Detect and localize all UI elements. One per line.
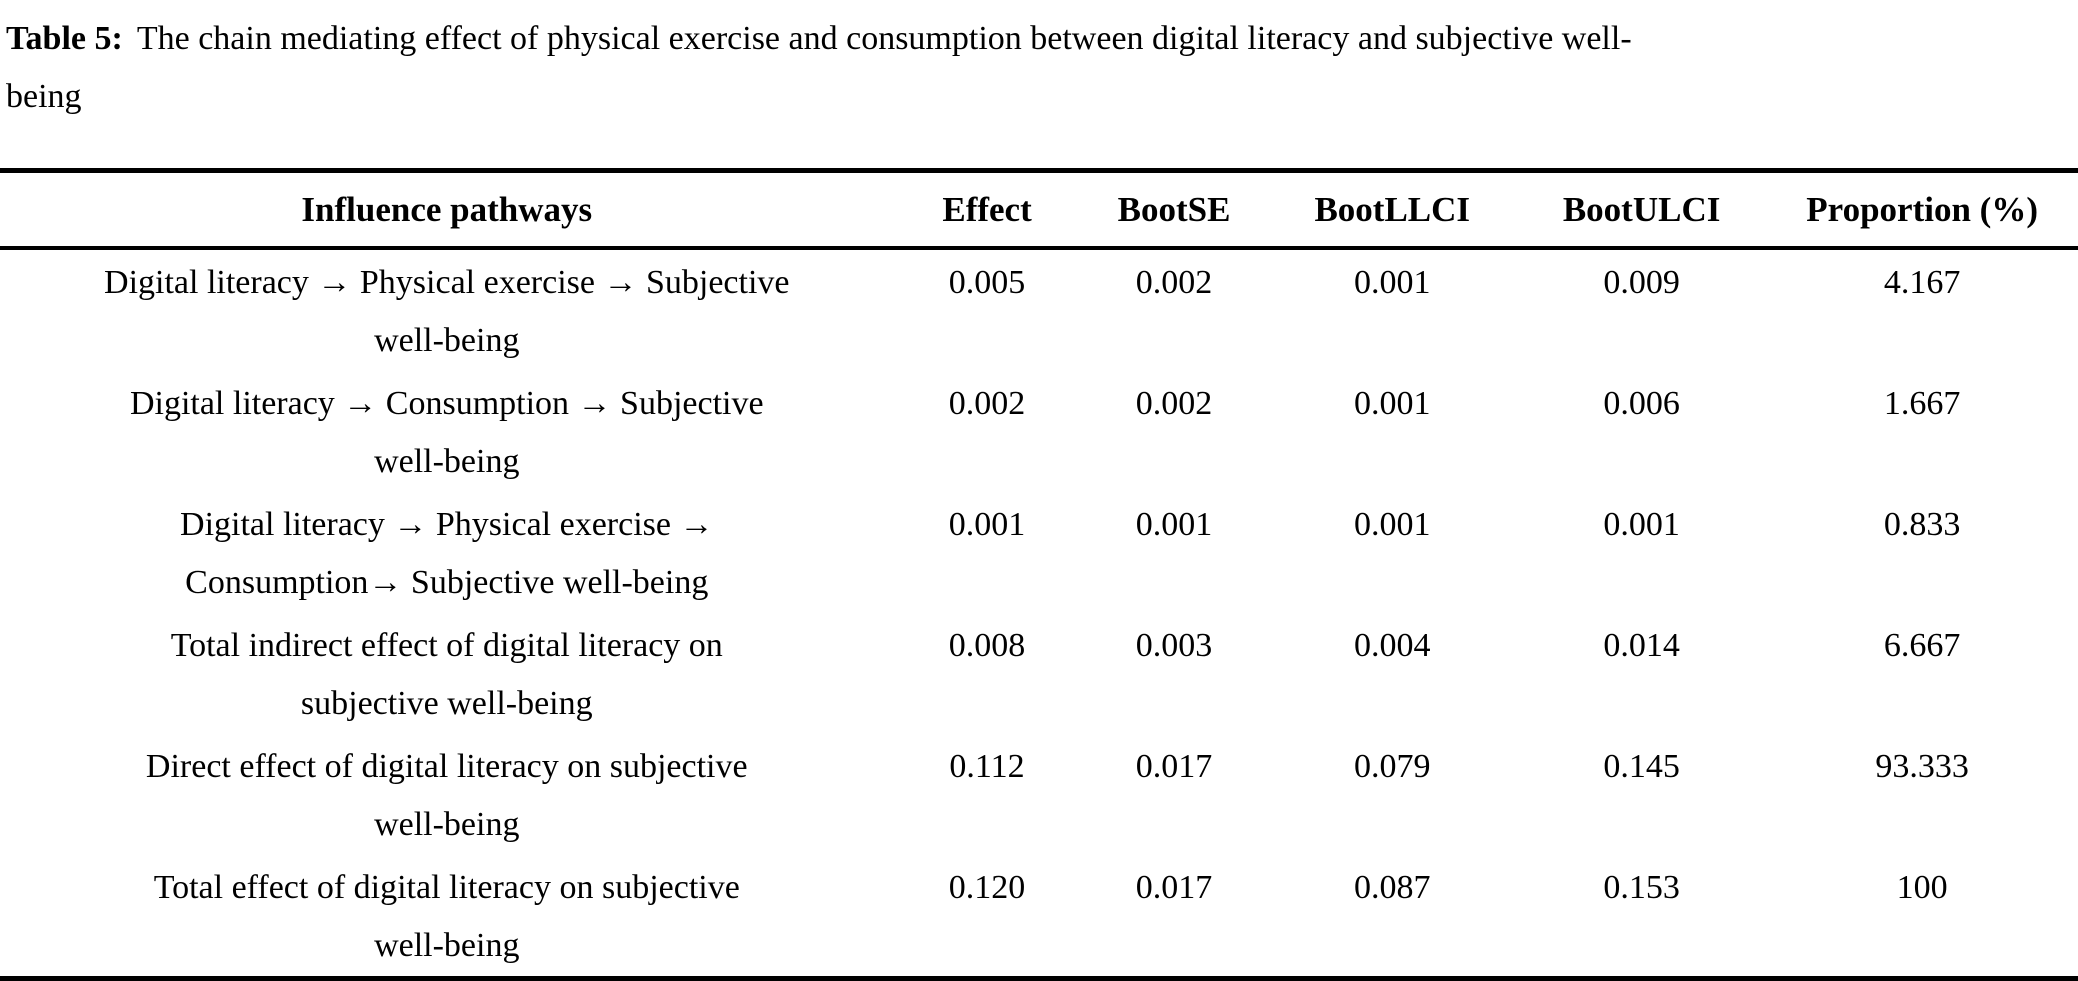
proportion-cell: 93.333 xyxy=(1875,748,1969,785)
pathway-line2: well-being xyxy=(374,806,520,843)
header-bootse: BootSE xyxy=(1080,170,1268,250)
pathway-line1: Total indirect effect of digital literac… xyxy=(170,627,723,664)
bootse-cell: 0.002 xyxy=(1135,385,1213,422)
bootulci-cell: 0.001 xyxy=(1603,506,1680,543)
bootulci-cell: 0.014 xyxy=(1603,627,1680,664)
pathway-line2: well-being xyxy=(374,322,520,359)
pathway-cell: Total effect of digital literacy on subj… xyxy=(0,855,894,979)
header-proportion: Proportion (%) xyxy=(1766,170,2078,250)
table-row: Digital literacy → Physical exercise → S… xyxy=(0,248,2078,371)
bootse-cell: 0.001 xyxy=(1135,506,1213,543)
bootulci-cell: 0.153 xyxy=(1603,869,1680,906)
bootse-cell: 0.002 xyxy=(1135,264,1213,301)
header-bootulci: BootULCI xyxy=(1516,170,1767,250)
results-table: Influence pathways Effect BootSE BootLLC… xyxy=(0,168,2078,981)
bootse-cell: 0.003 xyxy=(1135,627,1213,664)
pathway-cell: Digital literacy → Physical exercise → Co… xyxy=(0,492,894,613)
pathway-cell: Direct effect of digital literacy on sub… xyxy=(0,734,894,855)
pathway-cell: Digital literacy → Physical exercise → S… xyxy=(0,248,894,371)
table-row: Total indirect effect of digital literac… xyxy=(0,613,2078,734)
effect-cell: 0.120 xyxy=(948,869,1026,906)
bootulci-cell: 0.006 xyxy=(1603,385,1680,422)
header-effect: Effect xyxy=(893,170,1081,250)
pathway-line2: well-being xyxy=(374,443,520,480)
bootllci-cell: 0.079 xyxy=(1353,748,1431,785)
table-body: Digital literacy → Physical exercise → S… xyxy=(0,248,2078,979)
table-caption-text-line2: being xyxy=(6,78,82,115)
effect-cell: 0.002 xyxy=(948,385,1026,422)
pathway-line1: Digital literacy → Consumption → Subject… xyxy=(129,385,764,422)
bootllci-cell: 0.087 xyxy=(1353,869,1431,906)
bootse-cell: 0.017 xyxy=(1135,869,1213,906)
table-caption-text-line1: The chain mediating effect of physical e… xyxy=(136,20,1632,57)
effect-cell: 0.001 xyxy=(948,506,1026,543)
pathway-line1: Direct effect of digital literacy on sub… xyxy=(145,748,748,785)
effect-cell: 0.005 xyxy=(948,264,1026,301)
pathway-line2: Consumption→ Subjective well-being xyxy=(185,564,709,601)
pathway-cell: Digital literacy → Consumption → Subject… xyxy=(0,371,894,492)
table-caption: Table 5: The chain mediating effect of ph… xyxy=(0,0,2078,126)
pathway-line1: Total effect of digital literacy on subj… xyxy=(153,869,740,906)
pathway-line2: well-being xyxy=(374,927,520,964)
bootulci-cell: 0.145 xyxy=(1603,748,1680,785)
table-row: Digital literacy → Physical exercise → Co… xyxy=(0,492,2078,613)
proportion-cell: 0.833 xyxy=(1883,506,1961,543)
header-influence-pathways: Influence pathways xyxy=(0,170,894,250)
effect-cell: 0.112 xyxy=(949,748,1025,785)
table-row: Direct effect of digital literacy on sub… xyxy=(0,734,2078,855)
table-header: Influence pathways Effect BootSE BootLLC… xyxy=(0,170,2078,250)
bootulci-cell: 0.009 xyxy=(1603,264,1680,301)
bootllci-cell: 0.004 xyxy=(1353,627,1431,664)
bootllci-cell: 0.001 xyxy=(1353,506,1431,543)
bootse-cell: 0.017 xyxy=(1135,748,1213,785)
header-bootllci: BootLLCI xyxy=(1267,170,1517,250)
proportion-cell: 100 xyxy=(1896,869,1948,906)
table-row: Total effect of digital literacy on subj… xyxy=(0,855,2078,979)
pathway-line1: Digital literacy → Physical exercise → S… xyxy=(104,264,790,301)
proportion-cell: 1.667 xyxy=(1883,385,1961,422)
header-row: Influence pathways Effect BootSE BootLLC… xyxy=(0,170,2078,250)
pathway-line1: Digital literacy → Physical exercise → xyxy=(180,506,714,543)
pathway-cell: Total indirect effect of digital literac… xyxy=(0,613,894,734)
pathway-line2: subjective well-being xyxy=(300,685,593,722)
bootllci-cell: 0.001 xyxy=(1353,385,1431,422)
bootllci-cell: 0.001 xyxy=(1353,264,1431,301)
proportion-cell: 4.167 xyxy=(1883,264,1961,301)
table-caption-label: Table 5: xyxy=(6,20,123,57)
proportion-cell: 6.667 xyxy=(1883,627,1961,664)
effect-cell: 0.008 xyxy=(948,627,1026,664)
table-row: Digital literacy → Consumption → Subject… xyxy=(0,371,2078,492)
